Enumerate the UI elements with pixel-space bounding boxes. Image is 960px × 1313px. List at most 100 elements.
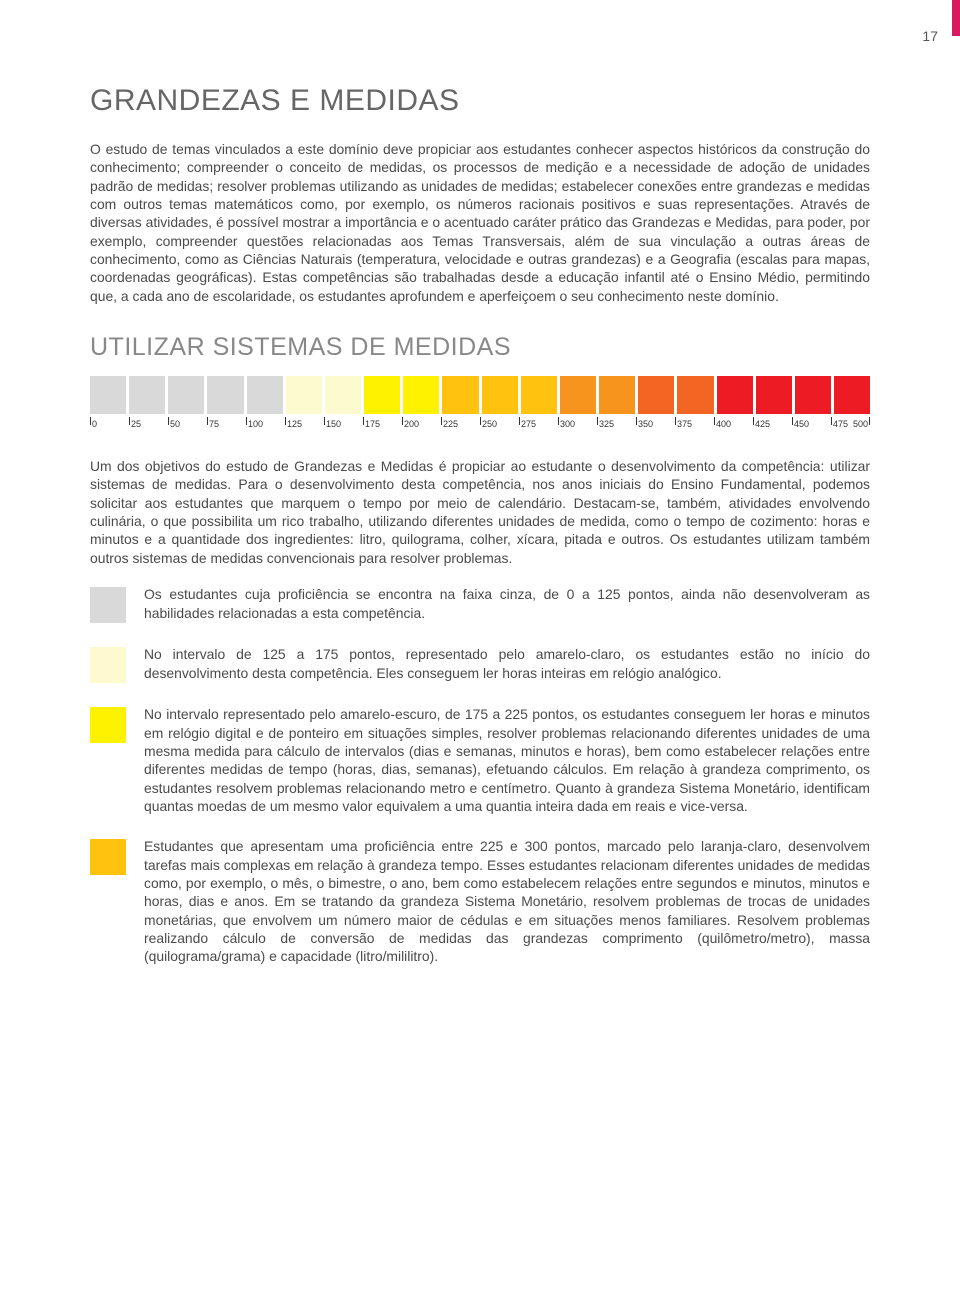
scale-tick-slot: 150 (324, 417, 363, 435)
level-swatch (90, 647, 126, 683)
level-text: No intervalo de 125 a 175 pontos, repres… (144, 645, 870, 683)
page-accent-bar (952, 0, 960, 36)
level-item: No intervalo representado pelo amarelo-e… (90, 705, 870, 815)
scale-tick-label: 350 (638, 419, 653, 429)
scale-cell (442, 376, 478, 414)
scale-cell (90, 376, 126, 414)
scale-cell (795, 376, 831, 414)
scale-cell (560, 376, 596, 414)
scale-tick-mark (207, 417, 208, 425)
level-item: No intervalo de 125 a 175 pontos, repres… (90, 645, 870, 683)
scale-cell (599, 376, 635, 414)
page-number: 17 (922, 28, 938, 44)
section-title: GRANDEZAS E MEDIDAS (90, 84, 870, 118)
page-content: GRANDEZAS E MEDIDAS O estudo de temas vi… (0, 0, 960, 1048)
scale-tick-mark (869, 417, 870, 425)
scale-tick-mark (324, 417, 325, 425)
level-text: Os estudantes cuja proficiência se encon… (144, 585, 870, 623)
scale-tick-slot: 375 (675, 417, 714, 435)
scale-tick-label: 325 (599, 419, 614, 429)
scale-tick-mark (480, 417, 481, 425)
subsection-title: UTILIZAR SISTEMAS DE MEDIDAS (90, 333, 870, 362)
scale-cell (482, 376, 518, 414)
scale-tick-mark (675, 417, 676, 425)
scale-tick-label: 250 (482, 419, 497, 429)
scale-tick-label: 50 (170, 419, 180, 429)
scale-tick-mark (636, 417, 637, 425)
scale-tick-label: 150 (326, 419, 341, 429)
level-swatch (90, 707, 126, 743)
scale-tick-slot: 475 500 (831, 417, 870, 435)
scale-tick-label: 275 (521, 419, 536, 429)
scale-cell (247, 376, 283, 414)
scale-tick-label: 200 (404, 419, 419, 429)
scale-tick-mark (285, 417, 286, 425)
scale-cell (286, 376, 322, 414)
scale-cell (207, 376, 243, 414)
scale-tick-label: 400 (716, 419, 731, 429)
scale-tick-label: 75 (209, 419, 219, 429)
scale-tick-slot: 275 (519, 417, 558, 435)
level-swatch (90, 587, 126, 623)
level-swatch (90, 839, 126, 875)
scale-cell (521, 376, 557, 414)
scale-tick-label: 500 (853, 419, 868, 429)
scale-tick-slot: 450 (792, 417, 831, 435)
scale-tick-mark (363, 417, 364, 425)
scale-tick-mark (168, 417, 169, 425)
scale-tick-slot: 425 (753, 417, 792, 435)
scale-tick-label: 475 (833, 419, 848, 429)
scale-tick-label: 450 (794, 419, 809, 429)
scale-tick-slot: 125 (285, 417, 324, 435)
scale-cell (168, 376, 204, 414)
scale-tick-slot: 0 (90, 417, 129, 435)
scale-cell (756, 376, 792, 414)
level-item: Os estudantes cuja proficiência se encon… (90, 585, 870, 623)
scale-tick-label: 300 (560, 419, 575, 429)
scale-tick-mark (753, 417, 754, 425)
scale-cell (129, 376, 165, 414)
scale-cell (403, 376, 439, 414)
scale-cell (834, 376, 870, 414)
level-text: Estudantes que apresentam uma proficiênc… (144, 837, 870, 965)
scale-tick-mark (519, 417, 520, 425)
level-text: No intervalo representado pelo amarelo-e… (144, 705, 870, 815)
scale-tick-slot: 400 (714, 417, 753, 435)
subsection-intro: Um dos objetivos do estudo de Grandezas … (90, 457, 870, 567)
scale-tick-label: 25 (131, 419, 141, 429)
scale-cell (717, 376, 753, 414)
scale-tick-slot: 200 (402, 417, 441, 435)
scale-tick-mark (402, 417, 403, 425)
scale-tick-label: 125 (287, 419, 302, 429)
scale-tick-mark (831, 417, 832, 425)
scale-tick-slot: 325 (597, 417, 636, 435)
scale-tick-label: 375 (677, 419, 692, 429)
scale-tick-slot: 50 (168, 417, 207, 435)
scale-tick-slot: 300 (558, 417, 597, 435)
scale-tick-slot: 175 (363, 417, 402, 435)
scale-tick-mark (792, 417, 793, 425)
proficiency-scale: 0 25 50 75 100 125 150 175 200 225250 275 300 325 350… (90, 376, 870, 435)
scale-tick-mark (129, 417, 130, 425)
scale-tick-mark (441, 417, 442, 425)
scale-tick-label: 0 (92, 419, 97, 429)
scale-cell (638, 376, 674, 414)
scale-cell (364, 376, 400, 414)
scale-tick-mark (90, 417, 91, 425)
scale-tick-mark (558, 417, 559, 425)
scale-tick-slot: 250 (480, 417, 519, 435)
scale-tick-slot: 75 (207, 417, 246, 435)
levels-list: Os estudantes cuja proficiência se encon… (90, 585, 870, 965)
scale-cell (325, 376, 361, 414)
scale-tick-mark (597, 417, 598, 425)
scale-tick-mark (246, 417, 247, 425)
scale-tick-slot: 25 (129, 417, 168, 435)
scale-tick-label: 175 (365, 419, 380, 429)
level-item: Estudantes que apresentam uma proficiênc… (90, 837, 870, 965)
scale-tick-label: 100 (248, 419, 263, 429)
scale-tick-slot: 350 (636, 417, 675, 435)
section-intro: O estudo de temas vinculados a este domí… (90, 140, 870, 305)
scale-tick-slot: 100 (246, 417, 285, 435)
scale-tick-mark (714, 417, 715, 425)
scale-tick-slot: 225 (441, 417, 480, 435)
